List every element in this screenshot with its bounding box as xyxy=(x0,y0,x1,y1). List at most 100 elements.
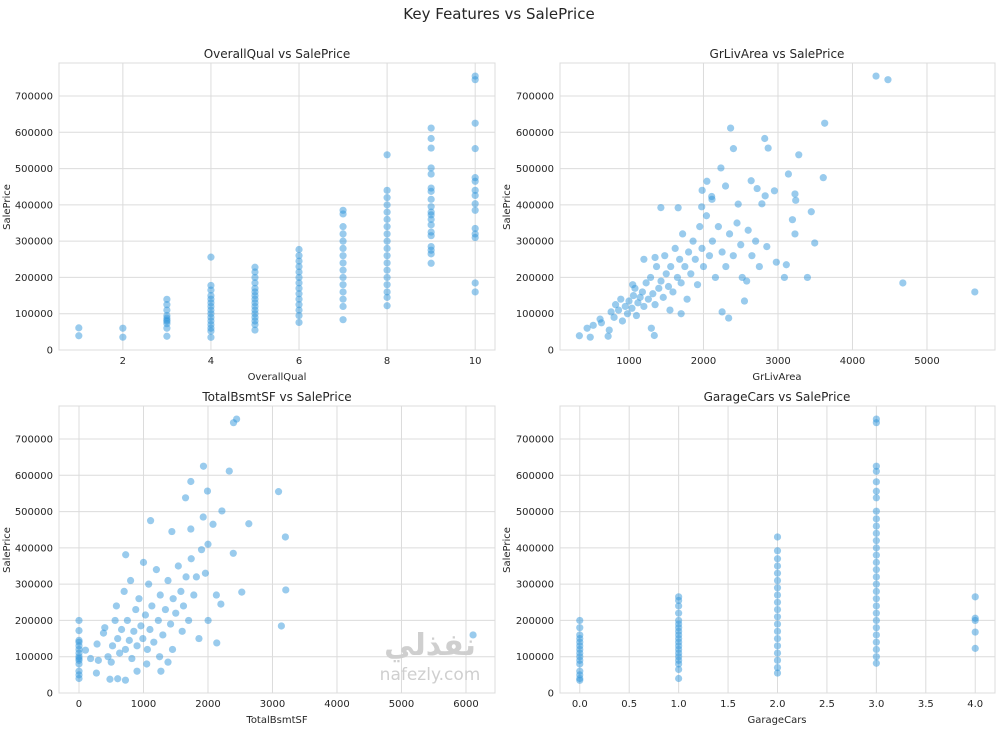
data-point xyxy=(650,331,658,340)
data-point xyxy=(651,253,659,262)
data-point xyxy=(163,295,171,303)
data-point xyxy=(156,591,164,599)
data-point xyxy=(427,134,435,143)
data-point xyxy=(642,279,650,287)
data-point xyxy=(576,624,584,632)
data-point xyxy=(143,660,151,668)
data-point xyxy=(640,302,648,311)
data-point xyxy=(471,224,479,233)
x-tick-label: 4 xyxy=(208,356,214,367)
data-point xyxy=(168,527,176,536)
data-point xyxy=(664,282,673,291)
data-point xyxy=(773,547,782,555)
data-point xyxy=(872,494,880,502)
data-point xyxy=(780,273,788,282)
data-point xyxy=(773,620,782,628)
data-point xyxy=(383,194,391,202)
data-point xyxy=(383,237,391,245)
data-point xyxy=(159,631,167,639)
data-point xyxy=(225,467,233,475)
data-point xyxy=(614,306,623,314)
data-point xyxy=(251,321,259,329)
plot-area: 0 1000 2000 3000 4000 5000 6000 0 100000 200000 30… xyxy=(15,405,496,710)
data-point xyxy=(748,252,756,260)
data-point xyxy=(427,250,435,258)
y-tick-label: 500000 xyxy=(516,507,554,518)
x-axis-label: GrLivArea xyxy=(752,372,801,383)
data-point xyxy=(675,665,683,674)
data-point xyxy=(238,588,246,596)
data-point xyxy=(192,573,200,581)
y-tick-label: 100000 xyxy=(516,309,554,320)
data-point xyxy=(163,306,171,314)
data-point xyxy=(182,573,190,581)
x-axis-label: OverallQual xyxy=(248,372,307,383)
data-point xyxy=(383,230,391,238)
data-point xyxy=(295,318,303,327)
data-point xyxy=(163,324,171,332)
data-point xyxy=(621,302,629,311)
axes-frame xyxy=(58,405,496,694)
data-point xyxy=(152,566,160,574)
data-point xyxy=(148,602,156,610)
data-point xyxy=(121,645,130,654)
y-tick-label: 500000 xyxy=(15,164,53,175)
data-point xyxy=(190,591,198,599)
data-point xyxy=(169,595,177,603)
data-point xyxy=(733,219,741,227)
data-point xyxy=(179,602,188,610)
data-point xyxy=(471,177,479,185)
data-point xyxy=(427,232,435,240)
data-point xyxy=(618,317,627,325)
data-point xyxy=(803,273,812,282)
subplot-title: GarageCars vs SalePrice xyxy=(704,390,851,404)
data-point xyxy=(471,145,479,153)
data-point xyxy=(75,674,83,683)
data-point xyxy=(747,177,755,185)
data-point xyxy=(282,586,290,594)
data-point xyxy=(471,206,479,214)
data-point xyxy=(773,649,782,657)
data-point xyxy=(677,310,685,318)
watermark-site: nafezly.com xyxy=(380,665,481,685)
y-axis-label: SalePrice xyxy=(502,184,513,230)
x-tick-label: 1.0 xyxy=(671,699,687,710)
data-point xyxy=(629,291,638,300)
data-point xyxy=(655,284,663,292)
data-point xyxy=(383,281,391,289)
y-tick-label: 600000 xyxy=(516,471,554,482)
data-point xyxy=(763,242,771,251)
y-tick-label: 600000 xyxy=(15,471,53,482)
data-point xyxy=(632,311,641,320)
data-point xyxy=(339,273,347,282)
data-point xyxy=(111,616,119,625)
data-point xyxy=(295,279,303,287)
data-point xyxy=(872,487,880,495)
data-point xyxy=(872,462,880,470)
data-point xyxy=(698,203,706,211)
data-point xyxy=(75,332,83,340)
data-point xyxy=(576,616,584,625)
data-point xyxy=(181,494,190,502)
data-point xyxy=(122,551,130,559)
data-point xyxy=(427,124,435,132)
subplot-title: OverallQual vs SalePrice xyxy=(204,47,351,61)
y-tick-label: 700000 xyxy=(15,435,53,446)
figure-title: Key Features vs SalePrice xyxy=(403,5,594,23)
data-point xyxy=(773,634,782,643)
data-point xyxy=(652,262,661,271)
data-point xyxy=(657,277,665,285)
data-point xyxy=(576,676,584,684)
x-tick-label: 4.0 xyxy=(967,699,983,710)
x-tick-label: 10 xyxy=(469,356,482,367)
data-point xyxy=(81,646,90,654)
data-point xyxy=(773,555,782,563)
data-point xyxy=(807,208,815,216)
data-point xyxy=(133,667,141,675)
data-point xyxy=(75,324,83,332)
data-point xyxy=(649,290,657,298)
data-point xyxy=(657,203,665,212)
data-point xyxy=(740,297,749,305)
subplot-overallqual: 2 4 6 8 10 0 100000 200000 300000 400000 500000 600… xyxy=(2,47,496,383)
plot-area: 1000 2000 3000 4000 5000 0 100000 200000 300000 4… xyxy=(516,62,996,367)
